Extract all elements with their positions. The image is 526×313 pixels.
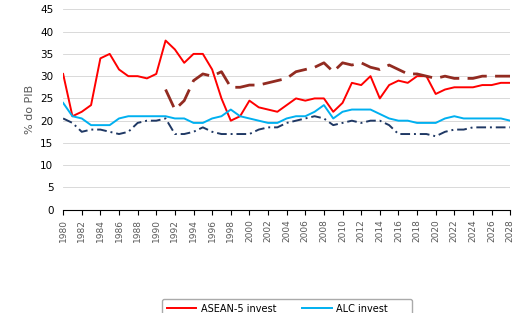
- Legend: ASEAN-5 invest, ASEAN-5 poupança, ALC invest, ALC poupança: ASEAN-5 invest, ASEAN-5 poupança, ALC in…: [162, 299, 411, 313]
- Y-axis label: % do PIB: % do PIB: [25, 85, 35, 134]
